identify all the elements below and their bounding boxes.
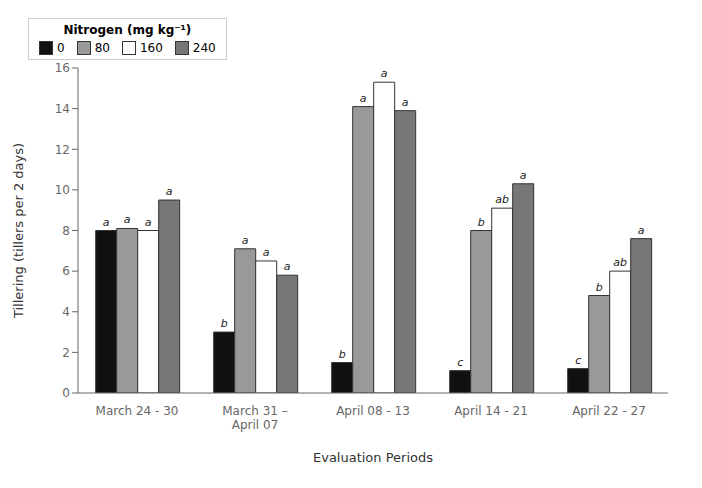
svg-text:b: b bbox=[221, 317, 228, 330]
svg-text:0: 0 bbox=[62, 386, 70, 400]
svg-text:2: 2 bbox=[62, 346, 70, 360]
svg-text:b: b bbox=[339, 348, 346, 361]
svg-text:b: b bbox=[478, 216, 485, 229]
svg-text:March 31 –April 07: March 31 –April 07 bbox=[222, 404, 287, 432]
html-text:0: 0 bbox=[57, 41, 65, 55]
svg-text:a: a bbox=[166, 185, 173, 198]
svg-text:c: c bbox=[457, 356, 463, 369]
svg-text:c: c bbox=[575, 354, 581, 367]
svg-text:6: 6 bbox=[62, 264, 70, 278]
svg-text:a: a bbox=[402, 96, 409, 109]
svg-text:a: a bbox=[520, 169, 527, 182]
svg-text:April 08 - 13: April 08 - 13 bbox=[336, 404, 410, 418]
html-text:160: 160 bbox=[139, 41, 163, 55]
svg-text:April 22 - 27: April 22 - 27 bbox=[572, 404, 646, 418]
svg-text:a: a bbox=[145, 216, 152, 229]
svg-text:4: 4 bbox=[62, 305, 70, 319]
svg-text:16: 16 bbox=[55, 61, 70, 75]
html-text:Nitrogen (mg kg⁻¹): Nitrogen (mg kg⁻¹) bbox=[63, 23, 192, 37]
svg-text:12: 12 bbox=[55, 143, 70, 157]
svg-text:ab: ab bbox=[495, 193, 509, 206]
svg-text:a: a bbox=[124, 213, 131, 226]
html-text:240: 240 bbox=[192, 41, 216, 55]
svg-text:a: a bbox=[242, 234, 249, 247]
svg-text:ab: ab bbox=[613, 256, 627, 269]
svg-text:a: a bbox=[263, 246, 270, 259]
svg-text:Evaluation Periods: Evaluation Periods bbox=[313, 450, 433, 465]
svg-text:a: a bbox=[381, 67, 388, 80]
svg-text:8: 8 bbox=[62, 224, 70, 238]
svg-text:a: a bbox=[284, 260, 291, 273]
svg-text:a: a bbox=[638, 224, 645, 237]
svg-text:Tillering (tillers per 2 days): Tillering (tillers per 2 days) bbox=[11, 143, 26, 319]
svg-text:March 24 - 30: March 24 - 30 bbox=[96, 404, 179, 418]
html-text:80: 80 bbox=[94, 41, 110, 55]
svg-text:a: a bbox=[103, 216, 110, 229]
svg-text:April 14 - 21: April 14 - 21 bbox=[454, 404, 528, 418]
svg-text:10: 10 bbox=[55, 183, 70, 197]
svg-text:14: 14 bbox=[55, 102, 70, 116]
svg-text:b: b bbox=[596, 281, 603, 294]
svg-text:a: a bbox=[360, 92, 367, 105]
